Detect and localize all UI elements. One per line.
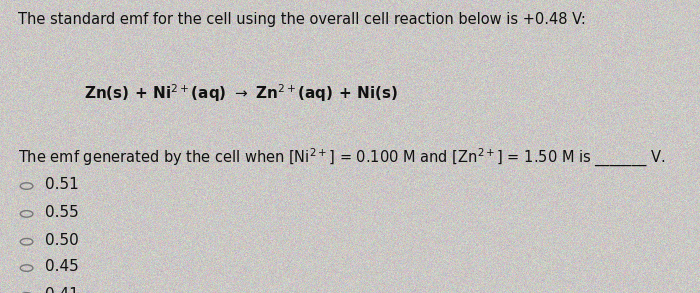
Text: 0.50: 0.50 [46,233,79,248]
Text: The standard emf for the cell using the overall cell reaction below is +0.48 V:: The standard emf for the cell using the … [18,12,585,27]
Text: The emf generated by the cell when [Ni$^{2+}$] = 0.100 M and [Zn$^{2+}$] = 1.50 : The emf generated by the cell when [Ni$^… [18,146,665,168]
Text: 0.41: 0.41 [46,287,79,293]
Text: 0.51: 0.51 [46,177,79,192]
Text: 0.55: 0.55 [46,205,79,220]
Text: 0.45: 0.45 [46,259,79,274]
Text: Zn(s) + Ni$^{2+}$(aq) $\rightarrow$ Zn$^{2+}$(aq) + Ni(s): Zn(s) + Ni$^{2+}$(aq) $\rightarrow$ Zn$^… [84,82,398,104]
